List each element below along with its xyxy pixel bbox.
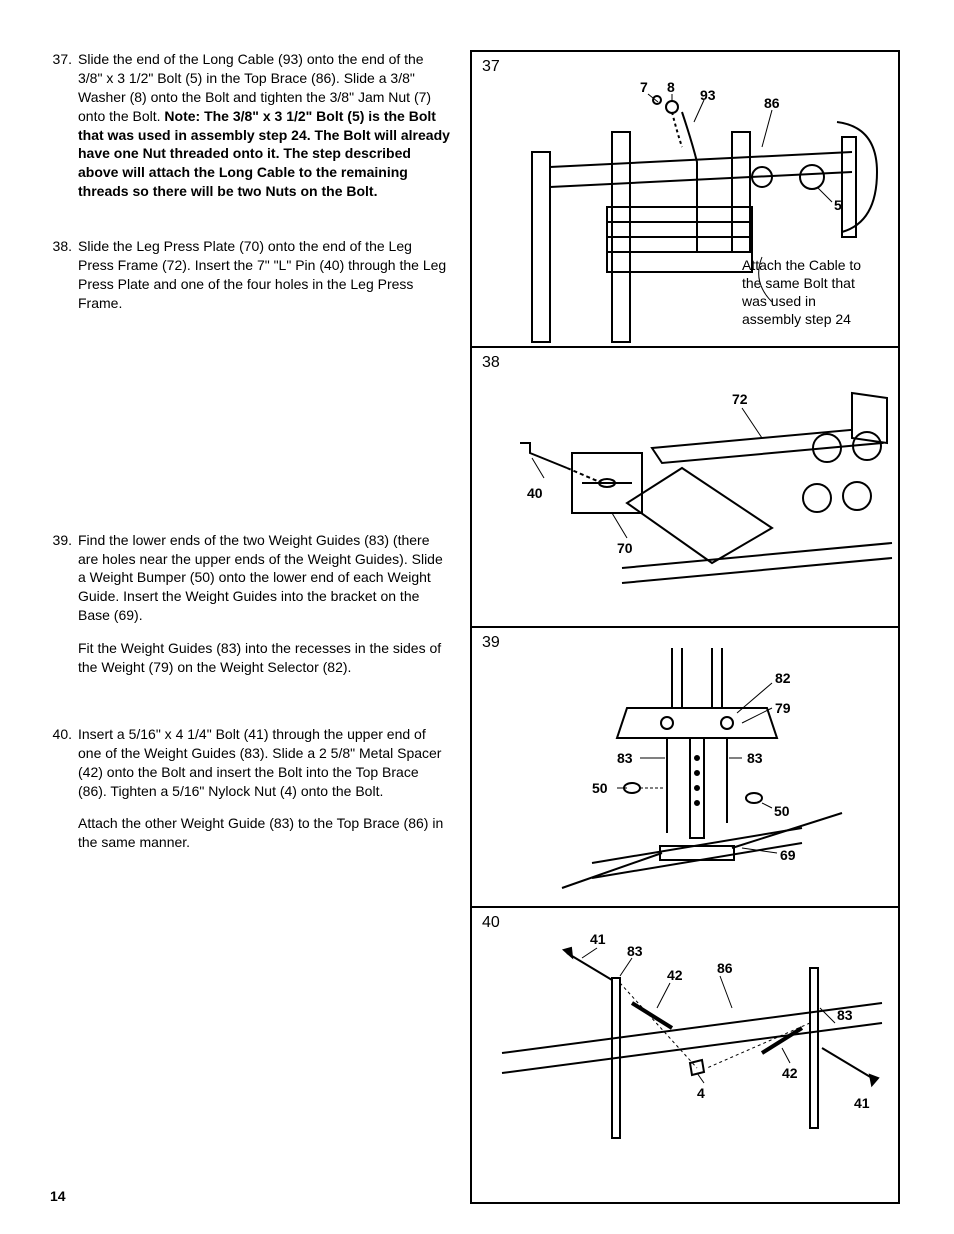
diagram-38-svg: 72 40 70 [472, 348, 898, 628]
callout-83b: 83 [747, 750, 763, 766]
instruction-column: 37. Slide the end of the Long Cable (93)… [50, 50, 450, 1204]
step-40-para2: Attach the other Weight Guide (83) to th… [78, 814, 450, 852]
step-37: 37. Slide the end of the Long Cable (93)… [50, 50, 450, 201]
callout-42b: 42 [782, 1065, 798, 1081]
step-39-para1: Find the lower ends of the two Weight Gu… [78, 531, 450, 625]
panel-37-label: 37 [482, 58, 500, 76]
step-38-body: Slide the Leg Press Plate (70) onto the … [78, 237, 450, 313]
callout-41b: 41 [854, 1095, 870, 1111]
callout-72: 72 [732, 391, 748, 407]
step-39: 39. Find the lower ends of the two Weigh… [50, 531, 450, 677]
callout-83a: 83 [627, 943, 643, 959]
step-39-number: 39. [50, 531, 78, 677]
callout-83b: 83 [837, 1007, 853, 1023]
callout-40: 40 [527, 485, 543, 501]
callout-69: 69 [780, 847, 796, 863]
step-40-para1: Insert a 5/16" x 4 1/4" Bolt (41) throug… [78, 725, 450, 801]
panel-37-note-l1: Attach the Cable to [742, 257, 861, 273]
callout-5: 5 [834, 197, 842, 213]
callout-50a: 50 [592, 780, 608, 796]
diagram-panel-38: 38 [472, 348, 898, 628]
step-38: 38. Slide the Leg Press Plate (70) onto … [50, 237, 450, 313]
callout-41a: 41 [590, 931, 606, 947]
diagram-37-svg: 7 8 93 86 5 Attach the Cable to the same… [472, 52, 898, 348]
step-37-number: 37. [50, 50, 78, 201]
callout-93: 93 [700, 87, 716, 103]
step-37-body: Slide the end of the Long Cable (93) ont… [78, 50, 450, 201]
callout-79: 79 [775, 700, 791, 716]
callout-4: 4 [697, 1085, 705, 1101]
callout-42a: 42 [667, 967, 683, 983]
callout-83a: 83 [617, 750, 633, 766]
callout-50b: 50 [774, 803, 790, 819]
callout-8: 8 [667, 79, 675, 95]
callout-82: 82 [775, 670, 791, 686]
diagram-39-svg: 82 79 83 83 50 50 69 [472, 628, 898, 908]
callout-7: 7 [640, 79, 648, 95]
panel-37-note-l4: assembly step 24 [742, 311, 851, 327]
step-39-body: Find the lower ends of the two Weight Gu… [78, 531, 450, 677]
panel-40-label: 40 [482, 914, 500, 932]
step-38-number: 38. [50, 237, 78, 313]
panel-37-note-l2: the same Bolt that [742, 275, 855, 291]
step-40: 40. Insert a 5/16" x 4 1/4" Bolt (41) th… [50, 725, 450, 852]
step-40-number: 40. [50, 725, 78, 852]
panel-38-label: 38 [482, 354, 500, 372]
assembly-manual-page: 37. Slide the end of the Long Cable (93)… [50, 50, 914, 1204]
callout-70: 70 [617, 540, 633, 556]
diagram-panel-37: 37 [472, 52, 898, 348]
callout-86: 86 [717, 960, 733, 976]
diagram-panel-40: 40 [472, 908, 898, 1202]
step-39-para2: Fit the Weight Guides (83) into the rece… [78, 639, 450, 677]
diagram-panel-39: 39 [472, 628, 898, 908]
diagram-column: 37 [470, 50, 900, 1204]
step-40-body: Insert a 5/16" x 4 1/4" Bolt (41) throug… [78, 725, 450, 852]
panel-37-note-l3: was used in [741, 293, 816, 309]
panel-39-label: 39 [482, 634, 500, 652]
callout-86: 86 [764, 95, 780, 111]
diagram-40-svg: 41 83 42 86 83 42 41 4 [472, 908, 898, 1168]
page-number: 14 [50, 1188, 66, 1204]
